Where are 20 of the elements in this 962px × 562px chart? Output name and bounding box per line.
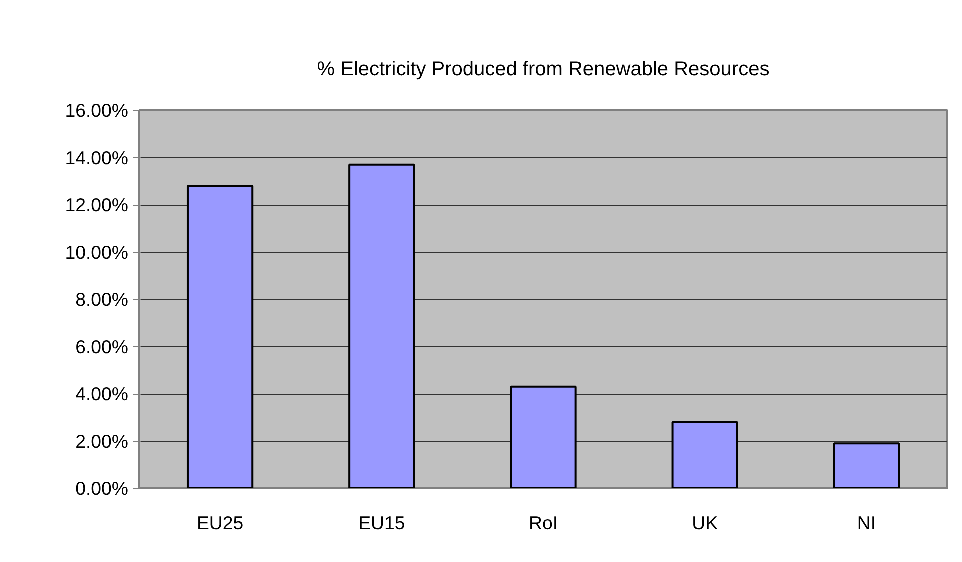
x-tick-label: EU15 [358, 512, 406, 534]
bar [510, 386, 577, 488]
x-tick-label: UK [692, 512, 719, 534]
y-tick-label: 6.00% [76, 336, 129, 358]
chart-title: % Electricity Produced from Renewable Resources [317, 58, 770, 80]
y-tick-label: 2.00% [76, 430, 129, 452]
y-tick-label: 12.00% [65, 194, 129, 216]
y-tick-label: 16.00% [65, 100, 129, 121]
bar [348, 164, 416, 488]
y-tick-label: 0.00% [76, 478, 129, 499]
x-tick-label: EU25 [196, 512, 244, 534]
y-tick-label: 10.00% [65, 242, 129, 263]
bar [186, 185, 254, 488]
y-tick-label: 14.00% [65, 147, 129, 168]
bar [672, 421, 738, 488]
y-tick-label: 8.00% [76, 289, 129, 310]
x-tick-label: RoI [528, 512, 558, 534]
x-tick-label: NI [857, 512, 876, 534]
bar [833, 442, 900, 488]
y-tick-label: 4.00% [76, 384, 129, 404]
